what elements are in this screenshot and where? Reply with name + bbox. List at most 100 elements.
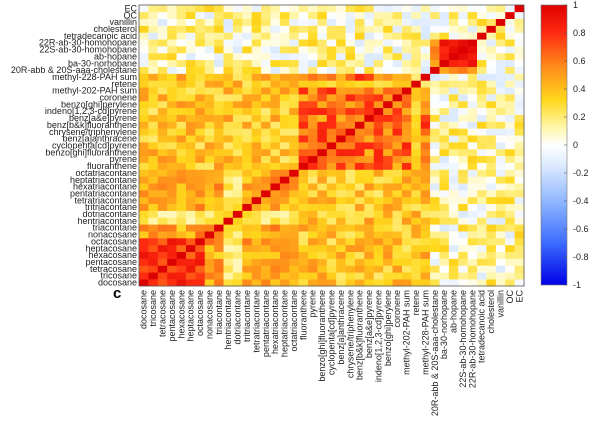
heatmap-cell: [261, 32, 271, 40]
heatmap-cell: [364, 244, 375, 253]
heatmap-cell: [448, 5, 459, 13]
heatmap-cell: [373, 265, 384, 273]
heatmap-cell: [383, 190, 393, 198]
heatmap-cell: [383, 107, 393, 115]
heatmap-cell: [336, 196, 346, 205]
heatmap-cell: [467, 46, 478, 54]
heatmap-cell: [401, 128, 412, 136]
heatmap-cell: [232, 128, 243, 136]
heatmap-cell: [364, 224, 375, 232]
heatmap-cell: [392, 59, 403, 67]
row-labels: docosanetricosanetetracosanepentacosaneh…: [11, 3, 138, 287]
heatmap-cell: [167, 183, 177, 191]
heatmap-cell: [430, 279, 440, 287]
column-label: pentatriacontane: [261, 290, 271, 357]
heatmap-cell: [232, 66, 243, 74]
colorbar-gradient: [540, 4, 568, 286]
column-label: tetradecanoic acid: [477, 290, 487, 363]
colorbar-tick-label: -0.4: [573, 196, 589, 206]
heatmap-cell: [345, 87, 356, 95]
heatmap-cell: [392, 155, 403, 163]
heatmap-cell: [486, 183, 497, 191]
heatmap-cell: [326, 121, 337, 129]
heatmap-cell: [411, 128, 422, 136]
heatmap-cell: [289, 18, 299, 26]
heatmap-cell: [514, 162, 525, 170]
heatmap-cell: [176, 18, 187, 26]
heatmap-cell: [242, 155, 252, 163]
heatmap-cell: [251, 265, 262, 273]
heatmap-cell: [279, 231, 290, 239]
heatmap-cell: [261, 196, 271, 205]
heatmap-cell: [326, 162, 337, 170]
heatmap-cell: [430, 114, 440, 122]
heatmap-cell: [495, 25, 506, 33]
heatmap-cell: [279, 87, 290, 95]
heatmap-cell: [383, 128, 393, 136]
heatmap-cell: [411, 196, 422, 205]
row-label: fluoranthene: [87, 161, 137, 171]
heatmap-cell: [477, 183, 487, 191]
heatmap-cell: [298, 114, 309, 122]
heatmap-cell: [279, 210, 290, 218]
heatmap-cell: [373, 203, 384, 211]
heatmap-cell: [364, 258, 375, 266]
heatmap-cell: [261, 87, 271, 95]
heatmap-cell: [298, 162, 309, 170]
heatmap-cell: [430, 52, 440, 61]
heatmap-cell: [167, 135, 177, 143]
heatmap-cell: [401, 25, 412, 33]
heatmap-cell: [477, 18, 487, 26]
heatmap-cell: [232, 87, 243, 95]
heatmap-cell: [176, 176, 187, 184]
heatmap-cell: [279, 224, 290, 232]
heatmap-cell: [467, 238, 478, 246]
heatmap-cell: [373, 162, 384, 170]
heatmap-cell: [289, 155, 299, 163]
heatmap-cell: [401, 190, 412, 198]
heatmap-cell: [401, 244, 412, 253]
heatmap-cell: [392, 25, 403, 33]
heatmap-cell: [505, 148, 515, 157]
heatmap-cell: [176, 210, 187, 218]
heatmap-cell: [195, 210, 206, 218]
heatmap-cell: [505, 238, 515, 246]
heatmap-cell: [148, 52, 159, 61]
heatmap-cell: [308, 121, 318, 129]
heatmap-cell: [308, 169, 318, 177]
heatmap-cell: [477, 73, 487, 81]
heatmap-cell: [430, 80, 440, 88]
heatmap-cell: [345, 196, 356, 205]
heatmap-cell: [185, 18, 196, 26]
heatmap-cell: [458, 11, 468, 19]
heatmap-cell: [251, 11, 262, 19]
column-label: fluoranthene: [298, 290, 308, 340]
heatmap-cell: [383, 279, 393, 287]
heatmap-cell: [289, 196, 299, 205]
heatmap-cell: [242, 203, 252, 211]
heatmap-cell: [326, 155, 337, 163]
heatmap-cell: [167, 169, 177, 177]
heatmap-cell: [420, 39, 431, 47]
heatmap-cell: [336, 203, 346, 211]
heatmap-cell: [185, 11, 196, 19]
heatmap-cell: [157, 279, 168, 287]
heatmap-cell: [148, 46, 159, 54]
row-label: pyrene: [109, 154, 137, 164]
column-label: indeno[1,2,3-cd]pyrene: [373, 290, 383, 382]
heatmap-cell: [411, 162, 422, 170]
heatmap-cell: [308, 66, 318, 74]
heatmap-cell: [279, 18, 290, 26]
heatmap-cell: [505, 203, 515, 211]
heatmap-cell: [261, 114, 271, 122]
heatmap-cell: [392, 107, 403, 115]
heatmap-cell: [495, 203, 506, 211]
heatmap-cell: [514, 94, 525, 102]
heatmap-cell: [157, 210, 168, 218]
heatmap-cell: [458, 135, 468, 143]
heatmap-cell: [289, 258, 299, 266]
heatmap-cell: [261, 258, 271, 266]
heatmap-cell: [251, 196, 262, 205]
heatmap-cell: [317, 162, 328, 170]
heatmap-cell: [298, 217, 309, 225]
